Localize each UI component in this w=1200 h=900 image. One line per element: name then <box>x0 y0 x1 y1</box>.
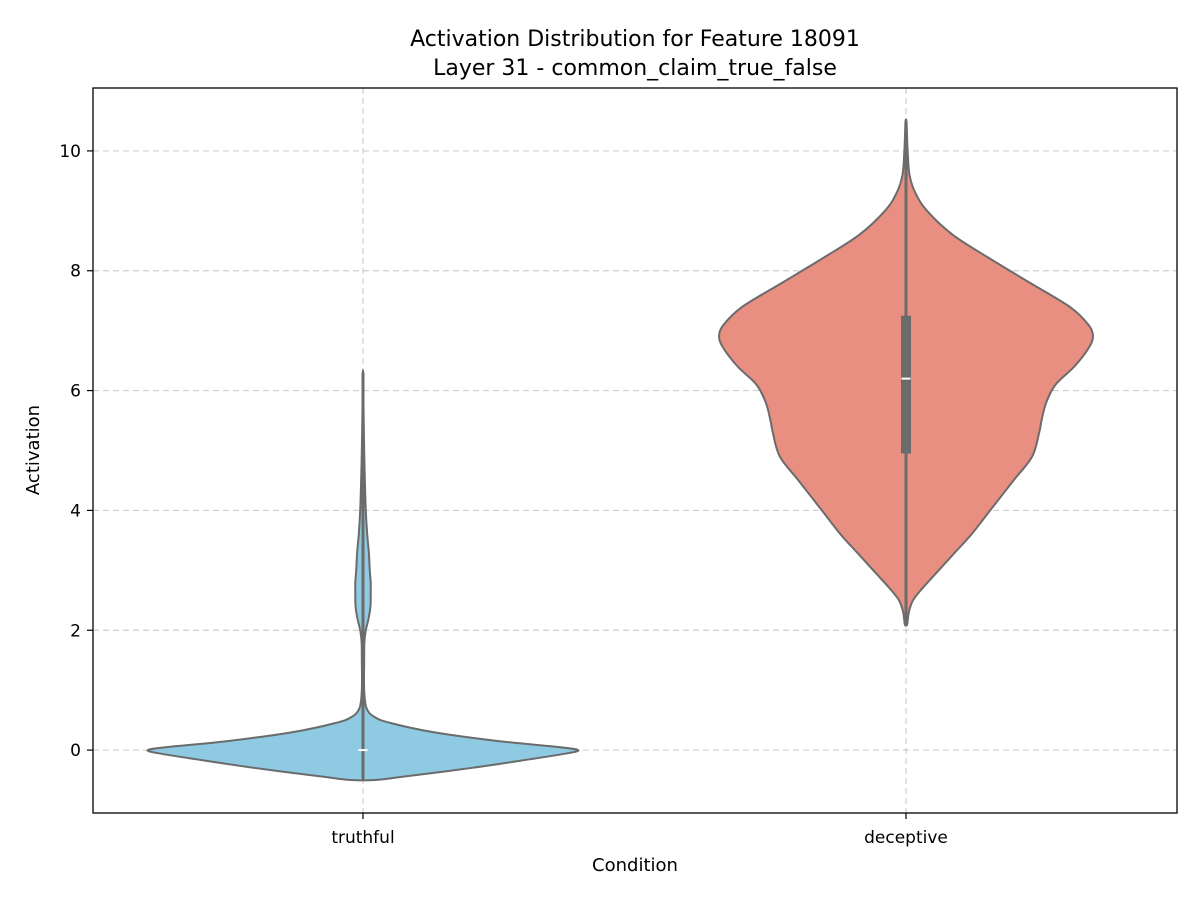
y-tick-label: 4 <box>70 501 81 521</box>
plot-frame <box>92 87 1178 814</box>
y-tick-label: 6 <box>70 382 81 402</box>
x-tick-label: deceptive <box>864 828 948 848</box>
iqr-box-deceptive <box>901 315 911 454</box>
x-tick-label: truthful <box>331 828 394 848</box>
y-tick-label: 2 <box>70 621 81 641</box>
chart-title: Activation Distribution for Feature 1809… <box>410 27 860 52</box>
y-tick-label: 10 <box>59 142 81 162</box>
y-tick-label: 8 <box>70 262 81 282</box>
violin-layer <box>146 118 1094 782</box>
x-axis-label: Condition <box>592 855 678 876</box>
tick-layer: 0 2 4 6 8 10 truthful deceptive <box>59 142 948 848</box>
chart-subtitle: Layer 31 - common_claim_true_false <box>433 56 837 81</box>
y-tick-label: 0 <box>70 741 81 761</box>
y-axis-label: Activation <box>23 405 44 495</box>
